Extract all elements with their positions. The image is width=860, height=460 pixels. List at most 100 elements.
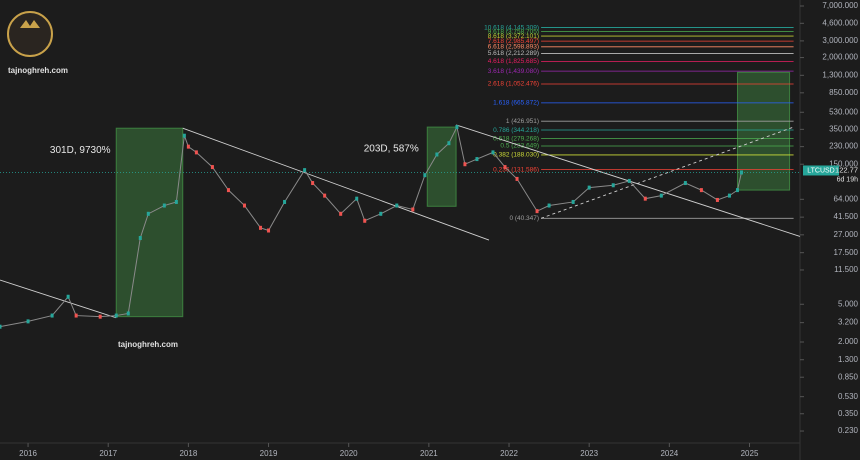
symbol-label: LTCUSD xyxy=(807,167,834,174)
fib-label: 9.618 (3,758.705) xyxy=(488,28,539,35)
fib-label: 0.236 (131.586) xyxy=(493,166,539,173)
price-candle xyxy=(587,185,591,190)
fib-label: 7.618 (2,985.497) xyxy=(488,38,539,45)
fib-label: 2.618 (1,052.476) xyxy=(488,81,539,88)
y-tick-label: 0.850 xyxy=(838,372,859,381)
logo xyxy=(7,11,53,57)
x-tick-label: 2017 xyxy=(99,449,117,458)
price-candle xyxy=(739,170,743,175)
fib-label: 8.618 (3,372.101) xyxy=(488,33,539,40)
price-candle xyxy=(611,183,615,188)
y-tick-label: 1,300.000 xyxy=(822,70,858,79)
price-candle xyxy=(547,203,551,208)
price-candle xyxy=(146,211,150,216)
logo-badge xyxy=(7,11,53,57)
price-candle xyxy=(379,211,383,216)
y-tick-label: 0.230 xyxy=(838,426,859,435)
price-candle xyxy=(447,141,451,146)
fib-label: 0.618 (279.268) xyxy=(493,135,539,142)
price-candle xyxy=(735,188,739,193)
trendline xyxy=(182,127,490,241)
price-candle xyxy=(643,196,647,201)
price-candle xyxy=(515,176,519,181)
price-candle xyxy=(463,162,467,167)
y-tick-label: 27.000 xyxy=(834,230,859,239)
fib-label: 0 (40.347) xyxy=(509,215,539,222)
price-candle xyxy=(66,294,70,299)
price-candle xyxy=(283,199,287,204)
price-candle xyxy=(699,188,703,193)
price-candle xyxy=(435,152,439,157)
price-candle xyxy=(0,324,2,329)
range-label: 301D, 9730% xyxy=(50,145,111,156)
y-tick-label: 850.000 xyxy=(829,88,858,97)
y-tick-label: 4,600.000 xyxy=(822,18,858,27)
price-candle xyxy=(26,319,30,324)
range-box xyxy=(426,126,457,207)
x-tick-label: 2020 xyxy=(340,449,358,458)
fib-label: 0.786 (344.218) xyxy=(493,127,539,134)
price-candle xyxy=(455,125,459,130)
price-candle xyxy=(535,209,539,214)
y-tick-label: 11.500 xyxy=(834,265,858,274)
fib-label: 10.618 (4,145.309) xyxy=(484,24,539,31)
price-candle xyxy=(267,228,271,233)
y-tick-label: 64.000 xyxy=(834,194,859,203)
y-tick-label: 350.000 xyxy=(829,124,858,133)
fib-label: 3.618 (1,439.080) xyxy=(488,68,539,75)
price-candle xyxy=(98,314,102,319)
price-candle xyxy=(411,207,415,212)
price-candle xyxy=(210,165,214,170)
price-candle xyxy=(727,193,731,198)
price-candle xyxy=(259,225,263,230)
price-candle xyxy=(186,144,190,149)
price-candle xyxy=(503,165,507,170)
price-candle xyxy=(659,193,663,198)
y-tick-label: 5.000 xyxy=(838,299,859,308)
fib-label: 4.618 (1,825.685) xyxy=(488,58,539,65)
x-tick-label: 2019 xyxy=(260,449,278,458)
fib-label: 1 (426.951) xyxy=(506,118,539,125)
x-tick-label: 2022 xyxy=(500,449,518,458)
price-candle xyxy=(475,157,479,162)
price-candle xyxy=(571,199,575,204)
fib-label: 6.618 (2,598.893) xyxy=(488,44,539,51)
y-tick-label: 2.000 xyxy=(838,337,859,346)
price-candle xyxy=(715,197,719,202)
fib-label: 5.618 (2,212.289) xyxy=(488,50,539,57)
price-candle xyxy=(226,188,230,193)
range-box xyxy=(115,127,184,318)
y-tick-label: 230.000 xyxy=(829,142,858,151)
last-price-label: 122.77 xyxy=(835,165,858,174)
y-tick-label: 2,000.000 xyxy=(822,53,858,62)
price-candle xyxy=(114,313,118,318)
x-tick-label: 2024 xyxy=(660,449,678,458)
y-tick-label: 3.200 xyxy=(838,318,859,327)
price-candle xyxy=(395,203,399,208)
fib-label: 0.382 (188.030) xyxy=(493,152,539,159)
price-candle xyxy=(303,168,307,173)
price-candle xyxy=(126,311,130,316)
price-candle xyxy=(423,173,427,178)
trendline xyxy=(540,126,794,219)
y-tick-label: 3,000.000 xyxy=(822,36,858,45)
fib-label: 1.618 (665.872) xyxy=(493,100,539,107)
fib-label: 0.5 (233.649) xyxy=(500,143,539,150)
x-tick-label: 2016 xyxy=(19,449,37,458)
y-tick-label: 1.300 xyxy=(838,355,859,364)
price-candle xyxy=(138,236,142,241)
price-candle xyxy=(50,313,54,318)
y-tick-label: 0.350 xyxy=(838,409,859,418)
watermark: tajnoghreh.com xyxy=(8,66,68,75)
y-tick-label: 41.500 xyxy=(834,212,859,221)
price-candle xyxy=(182,133,186,138)
x-tick-label: 2021 xyxy=(420,449,438,458)
y-tick-label: 17.500 xyxy=(834,248,859,257)
price-candle xyxy=(74,313,78,318)
price-candle xyxy=(339,211,343,216)
x-tick-label: 2023 xyxy=(580,449,598,458)
price-candle xyxy=(242,203,246,208)
y-tick-label: 530.000 xyxy=(829,107,858,116)
countdown-label: 6d 19h xyxy=(837,176,859,183)
